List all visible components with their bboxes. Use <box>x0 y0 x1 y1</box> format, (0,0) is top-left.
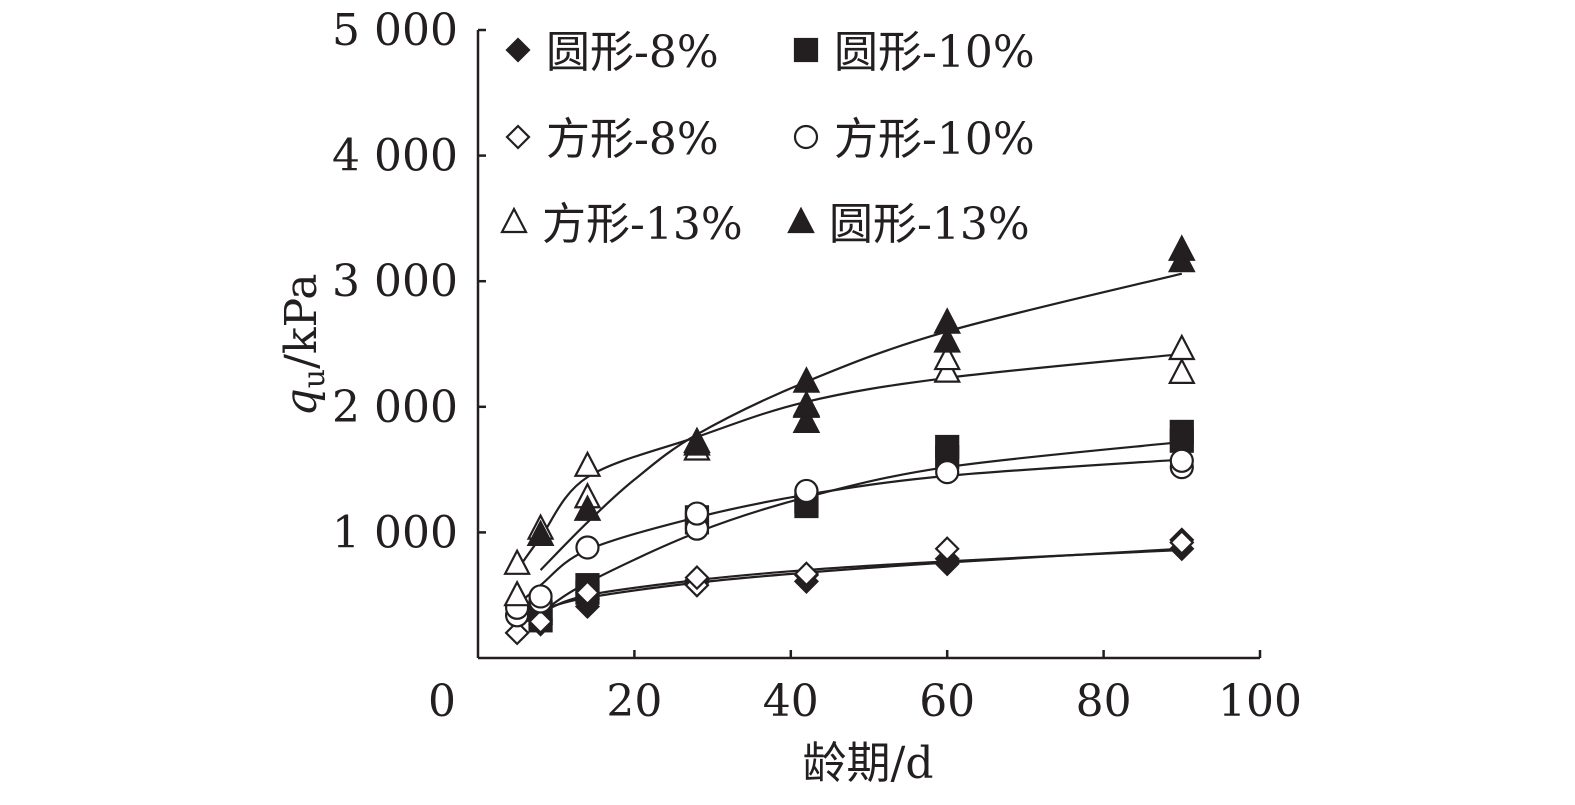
data-point <box>503 548 531 575</box>
x-tick-label: 20 <box>606 676 662 727</box>
x-tick-label: 40 <box>763 676 819 727</box>
data-point <box>526 519 555 547</box>
y-axis-label-symbol: q <box>276 388 327 416</box>
legend-marker <box>787 206 815 234</box>
fit-curve <box>516 440 1182 628</box>
legend: 圆形-8% 圆形-10% 方形-8% 方形-10% 方形-13% 圆形-13% <box>500 27 1035 250</box>
data-point <box>794 478 819 504</box>
data-point <box>793 561 819 587</box>
data-point <box>573 494 602 521</box>
fit-curve <box>516 458 1182 607</box>
data-point <box>1169 448 1194 473</box>
data-point <box>1167 234 1196 261</box>
y-ticks: 1 000 2 000 3 000 4 000 5 000 <box>332 5 486 558</box>
data-point <box>933 343 962 371</box>
fit-curve <box>516 547 1182 622</box>
data-point <box>934 536 960 562</box>
data-point <box>792 390 821 417</box>
legend-label: 方形-13% <box>542 199 743 250</box>
data-point <box>792 366 821 393</box>
data-point <box>1169 419 1194 445</box>
y-axis-label-unit: /kPa <box>276 274 327 369</box>
fit-curve <box>516 352 1182 571</box>
data-point <box>1167 333 1196 361</box>
fit-curve <box>539 272 1183 571</box>
data-point <box>528 584 553 609</box>
data-point <box>684 565 710 591</box>
legend-marker <box>505 37 531 63</box>
legend-label: 圆形-8% <box>546 27 719 78</box>
y-tick-label: 4 000 <box>332 131 458 182</box>
legend-label: 方形-10% <box>834 114 1035 165</box>
data-point <box>528 609 554 635</box>
data-point <box>935 460 960 485</box>
fit-lines <box>516 272 1183 628</box>
data-point <box>573 450 602 477</box>
x-tick-label: 60 <box>919 676 975 727</box>
y-tick-label: 1 000 <box>332 507 458 558</box>
axes <box>476 30 1260 660</box>
x-axis-label: 龄期/d <box>803 738 934 789</box>
data-point <box>504 620 530 646</box>
x-ticks: 0 20 40 60 80 100 <box>428 650 1302 727</box>
legend-marker <box>500 206 528 234</box>
data-point <box>1167 357 1196 384</box>
data-point <box>935 434 960 460</box>
legend-marker <box>793 124 819 150</box>
y-tick-label: 2 000 <box>332 382 458 433</box>
data-point <box>1169 529 1195 556</box>
x-tick-label: 0 <box>428 676 456 727</box>
legend-label: 方形-8% <box>546 114 719 165</box>
fit-curve <box>516 548 1182 627</box>
data-point <box>575 535 600 560</box>
data-point <box>933 307 962 334</box>
data-point <box>933 326 962 353</box>
legend-marker <box>505 124 531 150</box>
y-axis-label-subscript: u <box>297 369 332 388</box>
data-point <box>684 501 710 526</box>
data-point <box>503 579 531 607</box>
x-tick-label: 80 <box>1076 676 1132 727</box>
legend-label: 圆形-10% <box>834 27 1035 78</box>
data-point <box>574 580 601 606</box>
data-point <box>792 406 821 433</box>
y-tick-label: 5 000 <box>332 5 458 56</box>
legend-label: 圆形-13% <box>829 199 1030 250</box>
legend-marker <box>793 37 819 63</box>
x-tick-label: 100 <box>1218 676 1302 727</box>
data-point <box>683 429 711 456</box>
data-markers <box>503 234 1196 646</box>
y-tick-label: 3 000 <box>332 256 458 307</box>
y-axis-label: qu/kPa <box>276 274 332 417</box>
